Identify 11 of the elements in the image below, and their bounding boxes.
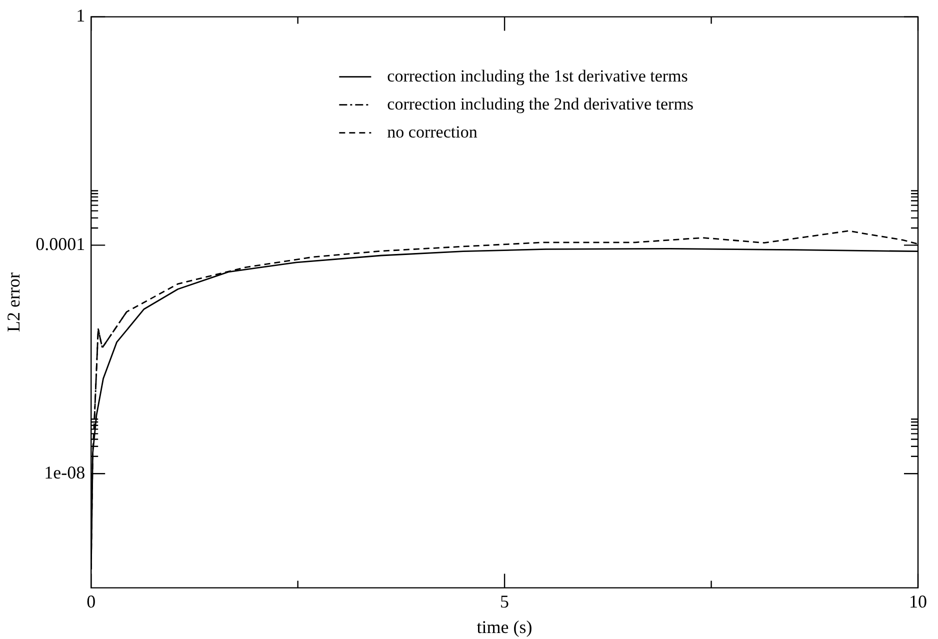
y-tick-label: 1	[76, 6, 86, 26]
legend-label: no correction	[387, 122, 478, 142]
x-tick-label: 0	[86, 591, 96, 612]
legend-label: correction including the 2nd derivative terms	[387, 94, 694, 114]
x-tick-label: 5	[500, 591, 510, 612]
y-tick-label: 1e-08	[44, 462, 86, 482]
x-tick-label: 10	[909, 591, 927, 612]
legend-label: correction including the 1st derivative terms	[387, 66, 688, 86]
y-tick-label: 0.0001	[36, 234, 86, 254]
x-axis-title: time (s)	[476, 616, 532, 637]
y-axis-title: L2 error	[4, 272, 24, 332]
